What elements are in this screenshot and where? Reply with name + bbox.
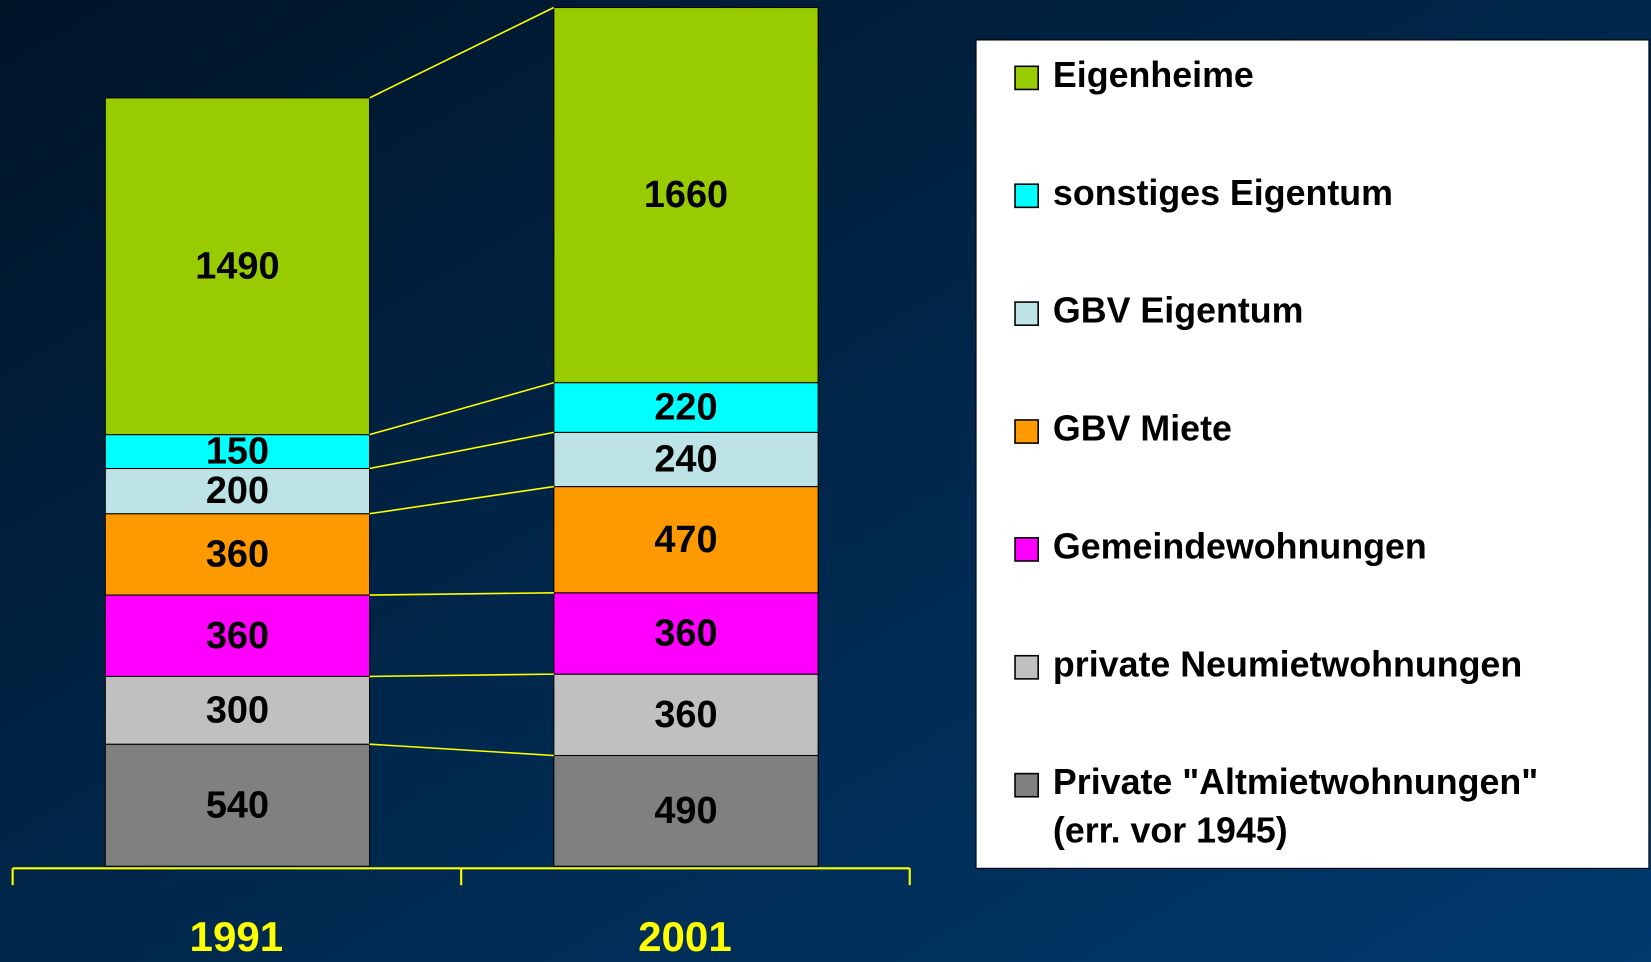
legend-label: Private "Altmietwohnungen" (err. vor 1945…: [1053, 763, 1538, 851]
bar-segment: [104, 743, 371, 867]
data-label: 360: [654, 613, 717, 655]
data-label: 200: [206, 470, 269, 512]
bar-segment: [553, 754, 819, 867]
legend-swatch: [1014, 65, 1039, 91]
connector-line: [369, 431, 554, 470]
data-label: 300: [206, 689, 269, 731]
legend-label: Gemeindewohnungen: [1053, 527, 1427, 567]
data-label: 470: [654, 519, 717, 561]
data-label: 220: [654, 387, 717, 429]
connector-line: [369, 592, 554, 596]
data-label: 540: [206, 784, 269, 826]
x-tick-label: 2001: [638, 913, 732, 960]
bar-segment: [553, 382, 819, 433]
bar-segment: [553, 592, 819, 675]
data-label: 360: [654, 694, 717, 736]
bar-segment: [553, 486, 819, 594]
connector-line: [369, 6, 555, 99]
bar-segment: [553, 431, 819, 488]
connector-line: [369, 673, 554, 678]
bar-segment: [104, 513, 371, 596]
bar-segment: [104, 675, 371, 745]
data-label: 1660: [644, 174, 728, 216]
legend-swatch: [1014, 419, 1039, 444]
legend-label: Eigenheime: [1053, 55, 1254, 95]
legend-swatch: [1014, 301, 1039, 327]
data-label: 360: [206, 534, 269, 576]
data-label: 1490: [195, 245, 279, 287]
legend-label: GBV Miete: [1053, 409, 1232, 449]
data-label: 150: [206, 431, 269, 473]
bar-segment: [553, 6, 819, 384]
bar-segment: [104, 467, 371, 515]
legend-box: [975, 39, 1650, 869]
x-tick-label: 1991: [190, 913, 284, 960]
data-label: 360: [206, 615, 269, 657]
bar-segment: [104, 594, 371, 677]
data-label: 490: [654, 790, 717, 832]
connector-line: [369, 485, 554, 515]
legend-label: GBV Eigentum: [1053, 291, 1304, 331]
legend-swatch: [1014, 772, 1039, 798]
legend-swatch: [1014, 183, 1039, 209]
legend-swatch: [1014, 654, 1039, 680]
bar-segment: [104, 434, 371, 470]
legend-swatch: [1014, 537, 1039, 562]
legend-label: private Neumietwohnungen: [1053, 645, 1522, 685]
legend-label: sonstiges Eigentum: [1053, 173, 1393, 213]
connector-line: [369, 381, 555, 436]
data-label: 240: [654, 439, 717, 481]
bar-segment: [104, 97, 371, 436]
connector-line: [369, 743, 554, 757]
bar-segment: [553, 673, 819, 757]
